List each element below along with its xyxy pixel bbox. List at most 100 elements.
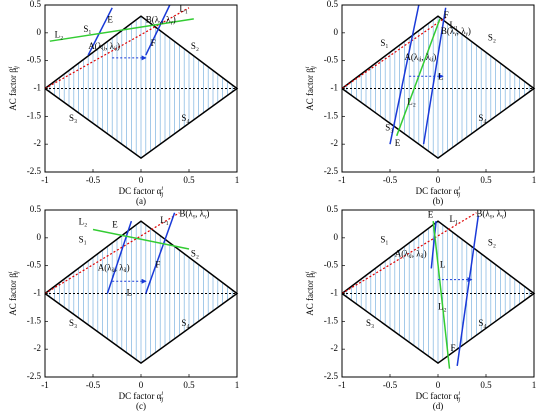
axis-label-sup: i xyxy=(458,186,460,192)
annotation: L₁ xyxy=(160,215,169,225)
axis-label-sup: i xyxy=(8,66,14,68)
y-tick-label: -2.5 xyxy=(27,371,42,381)
annotation: S₂ xyxy=(488,32,496,42)
axis-label-sub: ij xyxy=(14,66,20,70)
annotation: E xyxy=(395,138,401,148)
y-tick-label: -2.5 xyxy=(324,166,339,176)
axis-label-sub: ij xyxy=(457,192,461,198)
annotation: L xyxy=(438,71,444,81)
y-tick-label: 0.5 xyxy=(327,204,339,214)
annotation: F xyxy=(155,260,160,270)
y-tick-label: -2 xyxy=(331,343,339,353)
axis-label-sub: ij xyxy=(311,271,317,275)
y-tick-label: 0.5 xyxy=(30,204,42,214)
y-tick-label: 0 xyxy=(37,27,42,37)
y-tick-label: -2.5 xyxy=(324,371,339,381)
panel-caption: (c) xyxy=(136,401,146,411)
series-line xyxy=(87,7,113,56)
x-tick-label: 0.5 xyxy=(480,175,492,185)
axis-label-sup: i xyxy=(161,186,163,192)
y-tick-label: -0.5 xyxy=(324,55,339,65)
y-tick-label: -1.5 xyxy=(27,110,42,120)
x-axis-label: DC factor αi ij xyxy=(119,391,164,403)
series-line xyxy=(396,18,441,137)
annotation: L₂ xyxy=(407,96,416,106)
y-tick-label: -1 xyxy=(34,83,42,93)
series-line xyxy=(341,15,448,89)
axis-label-sub: ij xyxy=(311,66,317,70)
y-tick-label: -1.5 xyxy=(27,315,42,325)
axis-label-sub: ij xyxy=(457,397,461,403)
x-tick-label: 0 xyxy=(436,175,441,185)
x-tick-label: 1 xyxy=(532,380,537,390)
annotation: S₁ xyxy=(380,235,388,245)
series-line xyxy=(389,4,420,145)
annotation: S₄ xyxy=(478,113,486,123)
y-axis-label: AC factor βiij xyxy=(305,271,317,316)
axis-label-sup: i xyxy=(305,66,311,68)
x-tick-label: -0.5 xyxy=(86,175,101,185)
axis-label-sup: i xyxy=(161,391,163,397)
x-tick-label: 1 xyxy=(235,380,240,390)
series-line xyxy=(432,221,451,369)
axis-label-text: AC factor β xyxy=(8,68,18,111)
annotation: L xyxy=(440,260,446,270)
series-line xyxy=(456,215,480,366)
y-tick-label: 0 xyxy=(334,27,339,37)
x-tick-label: -1 xyxy=(41,175,49,185)
annotation: L₁ xyxy=(450,214,459,224)
annotation: L₁ xyxy=(179,4,188,14)
axis-label-sup: i xyxy=(8,271,14,273)
y-tick-label: -1 xyxy=(34,288,42,298)
axis-label-sup: i xyxy=(305,271,311,273)
y-tick-label: -0.5 xyxy=(27,260,42,270)
annotation: S₁ xyxy=(380,38,388,48)
y-tick-label: -1.5 xyxy=(324,315,339,325)
annotation: S₃ xyxy=(69,318,77,328)
annotation: B(λᵧ, λᵧ) xyxy=(146,15,176,26)
x-tick-label: 0.5 xyxy=(480,380,492,390)
y-tick-label: 0.5 xyxy=(327,0,339,9)
y-axis-label: AC factor βiij xyxy=(305,66,317,111)
series-line xyxy=(49,18,194,42)
annotation: E xyxy=(428,210,434,220)
annotation: E xyxy=(112,220,118,230)
x-axis-label: DC factor αi ij xyxy=(416,391,461,403)
annotation: B(λᵧ, λᵧ) xyxy=(179,209,209,220)
panel-caption: (d) xyxy=(433,401,444,411)
annotation: F xyxy=(450,343,455,353)
y-tick-label: -1 xyxy=(331,83,339,93)
series-line xyxy=(92,228,190,250)
y-tick-label: -2.5 xyxy=(27,166,42,176)
axis-label-text: DC factor α xyxy=(416,186,459,196)
annotation: S₄ xyxy=(181,113,189,123)
annotation: L₁ xyxy=(450,20,459,30)
y-tick-label: 0 xyxy=(37,232,42,242)
x-tick-label: -1 xyxy=(338,380,346,390)
annotation: S₄ xyxy=(478,318,486,328)
annotation: S₁ xyxy=(83,24,91,34)
axis-label-text: DC factor α xyxy=(119,186,162,196)
annotation: A(λᵢⱼ, λᵢⱼ) xyxy=(98,263,130,273)
series-line xyxy=(430,221,437,269)
annotation: S₂ xyxy=(191,249,199,259)
y-axis-label: AC factor βiij xyxy=(8,271,20,316)
y-tick-label: -2 xyxy=(34,343,42,353)
series-line xyxy=(106,220,133,294)
x-tick-label: 0 xyxy=(139,380,144,390)
series-line xyxy=(145,4,171,56)
x-tick-label: 0 xyxy=(436,380,441,390)
annotation: L₂ xyxy=(438,301,447,311)
axis-label-sup: i xyxy=(458,391,460,397)
x-tick-label: -0.5 xyxy=(383,380,398,390)
x-axis-label: DC factor αi ij xyxy=(416,186,461,198)
y-tick-label: -2 xyxy=(34,138,42,148)
annotation: A(λᵢⱼ, λᵢⱼ) xyxy=(404,52,436,62)
axis-label-text: AC factor β xyxy=(305,68,315,111)
axis-label-sub: ij xyxy=(160,192,164,198)
axis-label-sub: ij xyxy=(14,271,20,275)
axis-label-text: AC factor β xyxy=(305,273,315,316)
x-tick-label: -0.5 xyxy=(383,175,398,185)
x-tick-label: 0.5 xyxy=(183,380,195,390)
y-tick-label: 0.5 xyxy=(30,0,42,9)
